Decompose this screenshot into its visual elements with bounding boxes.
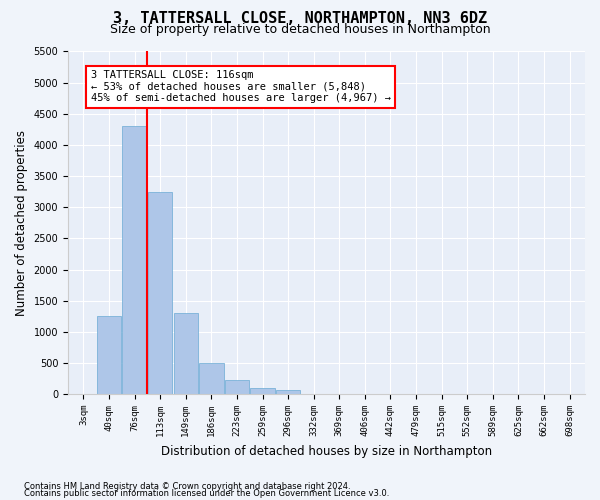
Bar [276, 390, 300, 394]
Bar [250, 388, 275, 394]
Text: Contains HM Land Registry data © Crown copyright and database right 2024.: Contains HM Land Registry data © Crown c… [24, 482, 350, 491]
Text: Contains public sector information licensed under the Open Government Licence v3: Contains public sector information licen… [24, 489, 389, 498]
Text: 3, TATTERSALL CLOSE, NORTHAMPTON, NN3 6DZ: 3, TATTERSALL CLOSE, NORTHAMPTON, NN3 6D… [113, 11, 487, 26]
X-axis label: Distribution of detached houses by size in Northampton: Distribution of detached houses by size … [161, 444, 492, 458]
Text: 3 TATTERSALL CLOSE: 116sqm
← 53% of detached houses are smaller (5,848)
45% of s: 3 TATTERSALL CLOSE: 116sqm ← 53% of deta… [91, 70, 391, 103]
Text: Size of property relative to detached houses in Northampton: Size of property relative to detached ho… [110, 24, 490, 36]
Bar [148, 192, 172, 394]
Bar [97, 316, 121, 394]
Y-axis label: Number of detached properties: Number of detached properties [15, 130, 28, 316]
Bar [122, 126, 147, 394]
Bar [225, 380, 249, 394]
Bar [199, 363, 224, 394]
Bar [173, 313, 198, 394]
